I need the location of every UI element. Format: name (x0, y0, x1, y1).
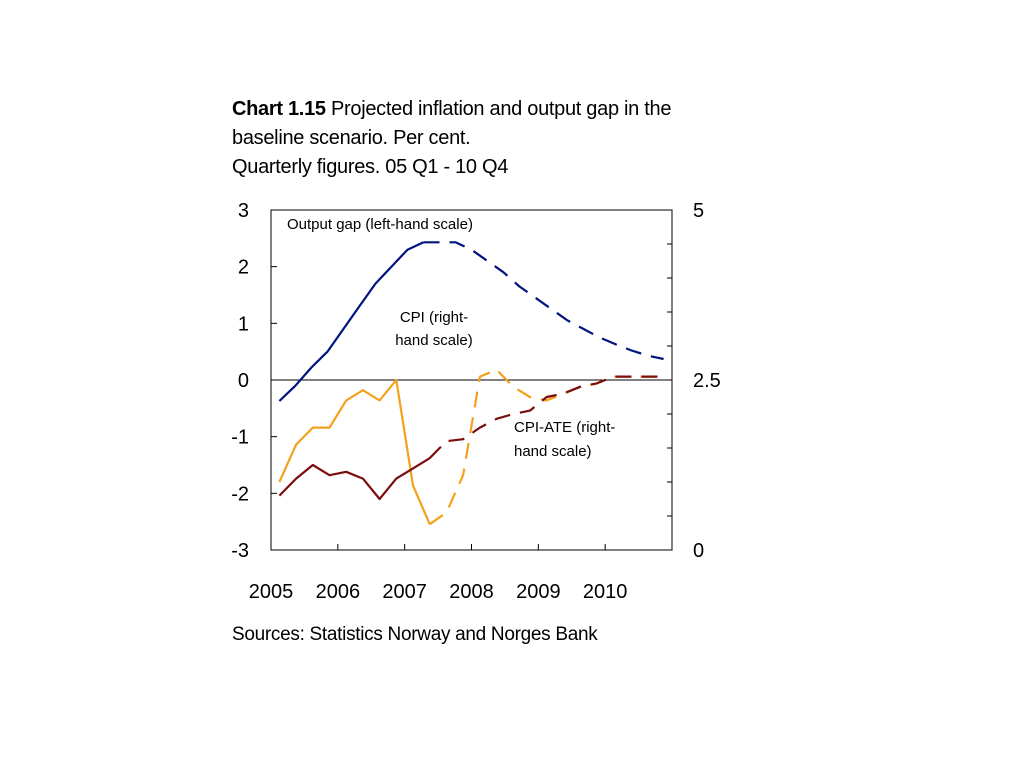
x-axis-label: 2006 (316, 581, 361, 603)
left-axis-label: 1 (238, 313, 249, 335)
left-axis-label: 0 (238, 370, 249, 392)
x-axis-label: 2008 (449, 581, 494, 603)
title-lead: Chart 1.15 (232, 98, 326, 120)
series-line-cpi_ate-actual (278, 457, 431, 501)
left-axis-label: -2 (231, 483, 249, 505)
ticks-layer (271, 209, 672, 551)
x-axis-label: 2005 (249, 581, 294, 603)
series-line-output_gap-actual (278, 241, 424, 402)
right-axis-label: 0 (693, 540, 704, 562)
labels-layer: 3 2 1 0 -1 -2 -3 5 2.5 0 2005 2006 2007 2008 2009 2010 (231, 200, 721, 603)
x-axis-label: 2007 (382, 581, 427, 603)
series-layer (278, 241, 664, 526)
left-axis-label: 3 (238, 200, 249, 222)
title-line-1: Chart 1.15 Projected inflation and outpu… (232, 95, 752, 124)
source-note: Sources: Statistics Norway and Norges Ba… (232, 624, 598, 645)
series-line-cpi-actual (278, 378, 431, 525)
left-axis-label: 2 (238, 257, 249, 279)
series-line-cpi_ate-projection (428, 375, 664, 459)
title-line-3: Quarterly figures. 05 Q1 - 10 Q4 (232, 156, 509, 178)
right-axis-label: 2.5 (693, 370, 721, 392)
annotation-cpiate-line-2: hand scale) (514, 443, 592, 460)
x-axis-label: 2010 (583, 581, 628, 603)
title-line-2: baseline scenario. Per cent. (232, 127, 471, 149)
annotation-cpiate-line-1: CPI-ATE (right- (514, 419, 615, 436)
right-axis-label: 5 (693, 200, 704, 222)
title-rest: Projected inflation and output gap in th… (325, 98, 672, 120)
chart-title: Chart 1.15 Projected inflation and outpu… (232, 95, 752, 182)
left-axis-label: -3 (231, 540, 249, 562)
annotation-cpi-line-1: CPI (right- (400, 309, 468, 326)
x-axis-label: 2009 (516, 581, 561, 603)
annotation-output-gap: Output gap (left-hand scale) (287, 216, 473, 233)
annotation-cpi-line-2: hand scale) (395, 332, 473, 349)
series-line-output_gap-projection (423, 241, 664, 361)
left-axis-label: -1 (231, 427, 249, 449)
